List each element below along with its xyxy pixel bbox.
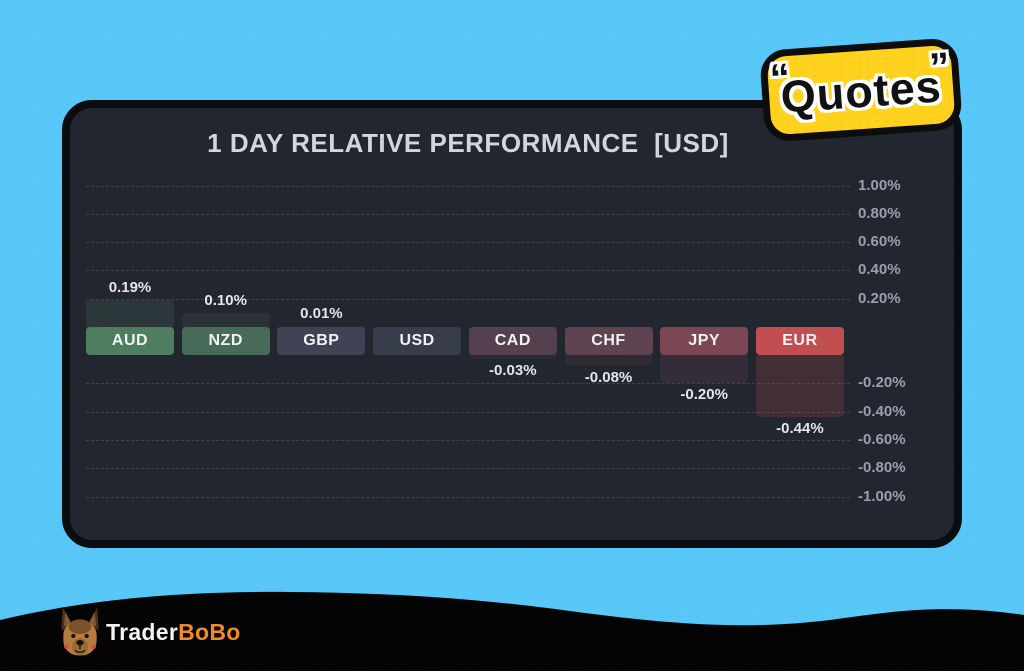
y-axis-label: -0.60%: [858, 430, 906, 448]
bar-value-label: -0.44%: [776, 420, 824, 437]
gridline: [86, 242, 850, 244]
bar-value-label: 0.10%: [204, 292, 247, 309]
open-quote-icon: “: [768, 55, 792, 102]
bar-eur: [755, 355, 844, 417]
footer-wave: [0, 591, 1024, 671]
currency-chip-usd: USD: [373, 327, 462, 355]
y-axis-label: 0.80%: [858, 204, 901, 222]
chart-title: 1 DAY RELATIVE PERFORMANCE [USD]: [207, 128, 729, 158]
y-axis-label: -0.80%: [858, 459, 906, 477]
y-axis-label: -0.40%: [858, 402, 906, 420]
quotes-badge-label: Quotes: [779, 60, 944, 123]
brand-name-trader: Trader: [106, 618, 179, 645]
gridline: [86, 185, 850, 187]
currency-chip-cad: CAD: [468, 327, 557, 355]
bar-aud: [86, 300, 174, 327]
y-axis-label: -0.20%: [858, 374, 906, 392]
gridline: [86, 468, 850, 470]
currency-chip-nzd: NZD: [181, 327, 270, 355]
plot-area: 1.00% 0.80% 0.60% 0.40% 0.20% -0.20% -0.40% -0.…: [70, 108, 954, 540]
bar-jpy: [660, 355, 749, 383]
bar-nzd: [181, 313, 270, 327]
brand-name-bobo: BoBo: [178, 618, 241, 645]
bar-value-label: -0.03%: [489, 362, 537, 379]
gridline: [86, 270, 850, 272]
y-axis-label: 0.60%: [858, 233, 901, 251]
gridline: [86, 439, 850, 441]
bar-cad: [468, 355, 557, 359]
gridline: [86, 213, 850, 215]
gridline: [86, 383, 850, 385]
close-quote-icon: ”: [928, 44, 952, 91]
bar-gbp: [277, 326, 366, 327]
currency-chip-aud: AUD: [86, 327, 174, 355]
bar-chf: [564, 355, 653, 366]
brand-name: TraderBoBo: [106, 619, 241, 646]
dog-face-icon: [61, 607, 99, 656]
chart-card: 1 DAY RELATIVE PERFORMANCE [USD] 1.00% 0.…: [62, 100, 962, 548]
y-axis-label: -1.00%: [858, 487, 906, 505]
currency-chip-eur: EUR: [755, 327, 844, 355]
brand-logo: TraderBoBo: [60, 602, 241, 662]
gridline: [86, 496, 850, 498]
bar-value-label: 0.19%: [108, 279, 152, 296]
currency-chip-chf: CHF: [564, 327, 653, 355]
gridline: [86, 298, 850, 300]
quotes-badge: “ Quotes ”: [759, 37, 963, 143]
bar-value-label: -0.20%: [680, 386, 728, 403]
currency-chip-jpy: JPY: [660, 327, 749, 355]
gridline: [86, 411, 850, 413]
y-axis-label: 0.40%: [858, 261, 901, 279]
y-axis-label: 0.20%: [858, 289, 901, 307]
currency-chip-gbp: GBP: [277, 327, 366, 355]
bar-value-label: 0.01%: [300, 305, 343, 322]
bar-value-label: -0.08%: [584, 369, 633, 386]
y-axis-label: 1.00%: [858, 176, 901, 194]
